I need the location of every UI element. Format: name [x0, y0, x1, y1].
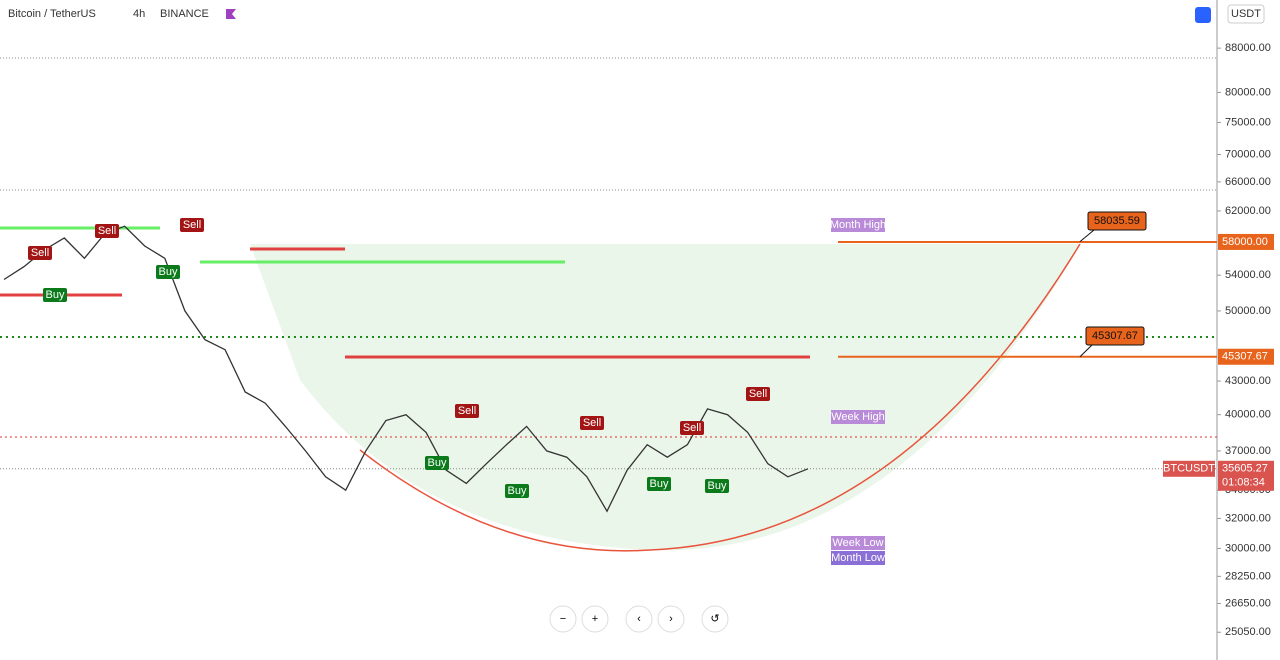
y-tick-label: 32000.00: [1225, 512, 1271, 524]
callout-label: 58035.59: [1094, 215, 1140, 227]
exchange: BINANCE: [160, 8, 209, 20]
signal-box: [505, 484, 529, 498]
callout-label: 45307.67: [1092, 330, 1138, 342]
symbol-label: BTCUSDT: [1163, 463, 1215, 475]
callout-pointer: [1079, 229, 1095, 243]
y-tick-label: 25050.00: [1225, 626, 1271, 638]
signal-label: Buy: [708, 480, 727, 492]
signal-box: [28, 246, 52, 260]
y-tick-label: 80000.00: [1225, 86, 1271, 98]
signal-box: [680, 421, 704, 435]
signal-box: [95, 224, 119, 238]
zone-box: [831, 536, 885, 550]
signal-label: Buy: [650, 478, 669, 490]
price-label-box: [1218, 233, 1274, 250]
price-label: 45307.67: [1222, 351, 1268, 363]
signal-label: Buy: [428, 457, 447, 469]
icon: +: [592, 613, 598, 625]
last-price: 35605.27: [1222, 463, 1268, 475]
callout-box: [1085, 326, 1145, 346]
settings-button[interactable]: [1195, 7, 1211, 23]
symbol: Bitcoin / TetherUS: [8, 8, 96, 20]
price-label-box: [1218, 348, 1274, 365]
icon: ›: [669, 613, 673, 625]
y-tick-label: 30000.00: [1225, 542, 1271, 554]
signal-label: Sell: [458, 405, 476, 417]
y-tick-label: 50000.00: [1225, 305, 1271, 317]
zone-label: Week Low: [832, 537, 883, 549]
signal-box: [455, 404, 479, 418]
icon: ‹: [637, 613, 641, 625]
signal-box: [425, 456, 449, 470]
scroll-left[interactable]: [625, 605, 653, 633]
zone-box: [831, 410, 885, 424]
zone-label: Month Low: [831, 552, 885, 564]
icon: −: [560, 613, 566, 625]
cup-curve: [359, 243, 1081, 552]
callout-box: [1087, 211, 1147, 231]
signal-label: Buy: [46, 289, 65, 301]
y-tick-label: 54000.00: [1225, 269, 1271, 281]
y-tick-label: 62000.00: [1225, 205, 1271, 217]
y-tick-label: 43000.00: [1225, 375, 1271, 387]
reset[interactable]: [701, 605, 729, 633]
currency-button[interactable]: [1227, 4, 1265, 24]
signal-label: Sell: [98, 225, 116, 237]
y-tick-label: 88000.00: [1225, 42, 1271, 54]
signal-box: [43, 288, 67, 302]
zoom-controls: − + ‹ › ↺: [549, 605, 729, 633]
signal-label: Sell: [583, 417, 601, 429]
signal-label: Sell: [31, 247, 49, 259]
scroll-right[interactable]: [657, 605, 685, 633]
interval: 4h: [133, 8, 145, 20]
icon: ↺: [710, 613, 719, 625]
signal-label: Sell: [749, 388, 767, 400]
y-tick-label: 40000.00: [1225, 409, 1271, 421]
y-tick-label: 28250.00: [1225, 570, 1271, 582]
price-line: [3, 225, 809, 513]
y-tick-label: 37000.00: [1225, 445, 1271, 457]
zone-box: [831, 218, 885, 232]
zoom-in[interactable]: [581, 605, 609, 633]
y-tick-label: 70000.00: [1225, 148, 1271, 160]
zone-box: [831, 551, 885, 565]
zone-label: Month High: [830, 219, 886, 231]
signal-box: [746, 387, 770, 401]
flag[interactable]: [226, 9, 236, 19]
zone-label: Week High: [831, 411, 885, 423]
signal-label: Sell: [183, 219, 201, 231]
y-tick-label: 75000.00: [1225, 116, 1271, 128]
signal-label: Buy: [508, 485, 527, 497]
zoom-out[interactable]: [549, 605, 577, 633]
y-tick-label: 26650.00: [1225, 597, 1271, 609]
signal-label: Sell: [683, 422, 701, 434]
countdown: 01:08:34: [1222, 477, 1265, 489]
signal-box: [705, 479, 729, 493]
cup-area: [250, 244, 1080, 551]
signal-box: [180, 218, 204, 232]
signal-box: [156, 265, 180, 279]
y-tick-label: 66000.00: [1225, 176, 1271, 188]
signal-box: [647, 477, 671, 491]
signal-label: Buy: [159, 266, 178, 278]
signal-box: [580, 416, 604, 430]
currency: USDT: [1231, 8, 1261, 20]
price-label: 58000.00: [1222, 236, 1268, 248]
callout-pointer: [1079, 344, 1093, 358]
last-price-box: [1218, 460, 1274, 491]
symbol-box: [1163, 460, 1215, 477]
